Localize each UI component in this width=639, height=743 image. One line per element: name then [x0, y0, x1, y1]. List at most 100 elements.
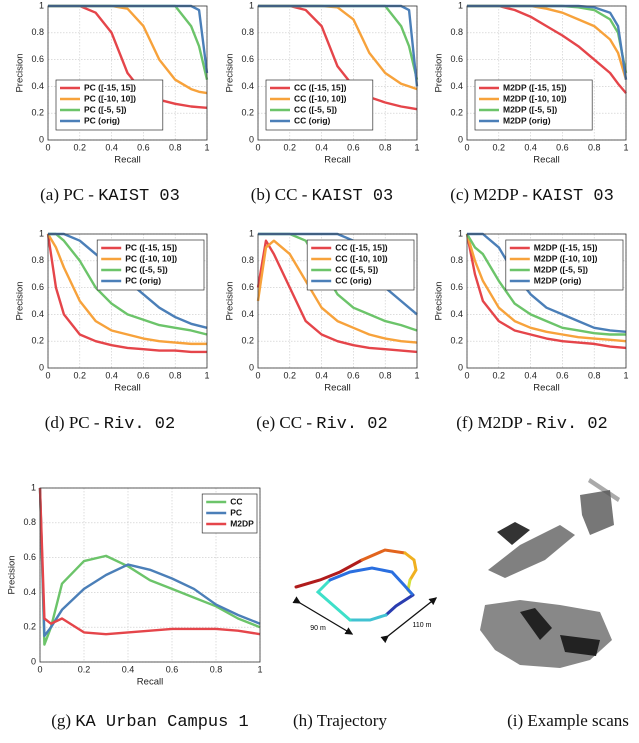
x-tick-label: 0.6	[347, 370, 360, 380]
scan-image	[480, 478, 620, 668]
y-tick-label: 0.4	[241, 81, 254, 91]
series-line	[46, 233, 207, 354]
x-tick-label: 0	[255, 142, 260, 152]
x-tick-label: 0.8	[169, 370, 182, 380]
caption-code: Riv. 02	[316, 415, 387, 434]
caption-text: (g)	[51, 711, 75, 730]
legend-label: PC ([-10, 10])	[84, 93, 136, 103]
y-tick-label: 0	[458, 134, 463, 144]
y-tick-label: 1	[249, 0, 254, 10]
plot-frame	[47, 5, 208, 141]
y-tick-label: 0.4	[23, 587, 36, 597]
y-tick-label: 0.2	[241, 108, 254, 118]
caption: (f) M2DP - Riv. 02	[456, 413, 608, 435]
y-tick-label: 0.8	[31, 255, 44, 265]
x-tick-label: 1	[623, 142, 628, 152]
y-tick-label: 0.4	[241, 309, 254, 319]
caption: (a) PC - KAIST 03	[40, 185, 180, 207]
x-tick-label: 0.8	[588, 142, 601, 152]
x-tick-label: 0.2	[493, 370, 506, 380]
x-tick-label: 0	[37, 664, 42, 674]
x-tick-label: 0	[45, 142, 50, 152]
x-axis-label: Recall	[137, 677, 163, 688]
y-tick-label: 0	[249, 134, 254, 144]
x-tick-label: 0.4	[524, 370, 537, 380]
y-tick-label: 0.6	[450, 282, 463, 292]
legend-label: M2DP (orig)	[534, 275, 582, 285]
x-tick-label: 0.2	[284, 142, 297, 152]
x-tick-label: 0.4	[122, 664, 135, 674]
series-line	[256, 239, 418, 344]
x-axis-label: Recall	[533, 155, 559, 166]
legend-label: PC ([-5, 5])	[125, 264, 168, 274]
caption-text: (f) M2DP -	[456, 413, 536, 432]
caption-text: (a) PC -	[40, 185, 98, 204]
x-tick-label: 0.6	[347, 142, 360, 152]
y-tick-label: 0.2	[450, 336, 463, 346]
y-tick-label: 0.8	[241, 27, 254, 37]
x-axis-label: Recall	[324, 155, 350, 166]
legend-label: CC ([-15, 15])	[335, 242, 388, 252]
x-axis-label: Recall	[114, 383, 140, 394]
y-tick-label: 0	[458, 362, 463, 372]
x-tick-label: 1	[623, 370, 628, 380]
legend-label: CC	[230, 496, 242, 506]
x-tick-label: 1	[204, 142, 209, 152]
y-axis-label: Precision	[434, 53, 445, 92]
x-tick-label: 0.8	[169, 142, 182, 152]
y-tick-label: 0.4	[31, 309, 44, 319]
series-line	[38, 487, 261, 638]
x-tick-label: 1	[414, 370, 419, 380]
legend-label: CC ([-5, 5])	[294, 104, 337, 114]
caption-code: Riv. 02	[536, 415, 607, 434]
legend-label: PC (orig)	[84, 115, 120, 125]
y-tick-label: 0.2	[31, 108, 44, 118]
x-tick-label: 0.8	[379, 142, 392, 152]
series-line	[46, 233, 207, 346]
trajectory	[292, 548, 438, 644]
y-axis-label: Precision	[225, 281, 236, 320]
y-tick-label: 0.8	[450, 255, 463, 265]
y-tick-label: 0.8	[23, 517, 36, 527]
x-tick-label: 0.4	[315, 142, 328, 152]
y-tick-label: 0.2	[23, 622, 36, 632]
legend-label: PC ([-5, 5])	[84, 104, 127, 114]
legend-label: CC ([-5, 5])	[335, 264, 378, 274]
plot-frame	[257, 233, 418, 369]
caption: (b) CC - KAIST 03	[251, 185, 394, 207]
caption: (i) Example scans	[507, 711, 629, 730]
plot-frame	[466, 233, 627, 369]
y-axis-label: Precision	[7, 555, 18, 594]
y-tick-label: 0.4	[31, 81, 44, 91]
distance-label: 90 m	[310, 625, 326, 632]
y-tick-label: 0.8	[241, 255, 254, 265]
y-tick-label: 1	[249, 228, 254, 238]
caption-code: KAIST 03	[532, 187, 614, 206]
distance-label: 110 m	[413, 622, 432, 629]
x-tick-label: 0.4	[105, 142, 118, 152]
x-tick-label: 0	[45, 370, 50, 380]
x-axis-label: Recall	[324, 383, 350, 394]
series-line	[256, 239, 418, 354]
legend-label: M2DP ([-10, 10])	[534, 253, 598, 263]
caption: (e) CC - Riv. 02	[256, 413, 387, 435]
caption-text: (c) M2DP -	[450, 185, 532, 204]
legend-label: M2DP ([-15, 15])	[534, 242, 598, 252]
x-tick-label: 0.6	[137, 142, 150, 152]
series-line	[465, 233, 627, 350]
y-tick-label: 0	[39, 134, 44, 144]
legend-label: CC ([-15, 15])	[294, 82, 347, 92]
y-tick-label: 0	[249, 362, 254, 372]
caption-code: KAIST 03	[98, 187, 180, 206]
legend-label: M2DP	[230, 518, 254, 528]
legend-label: CC (orig)	[335, 275, 372, 285]
y-tick-label: 0.6	[241, 282, 254, 292]
y-tick-label: 0.6	[241, 54, 254, 64]
y-tick-label: 1	[31, 482, 36, 492]
y-axis-label: Precision	[15, 281, 26, 320]
x-tick-label: 0	[464, 142, 469, 152]
x-tick-label: 1	[414, 142, 419, 152]
plot-frame	[47, 233, 208, 369]
y-tick-label: 1	[458, 0, 463, 10]
series-line	[465, 233, 626, 336]
